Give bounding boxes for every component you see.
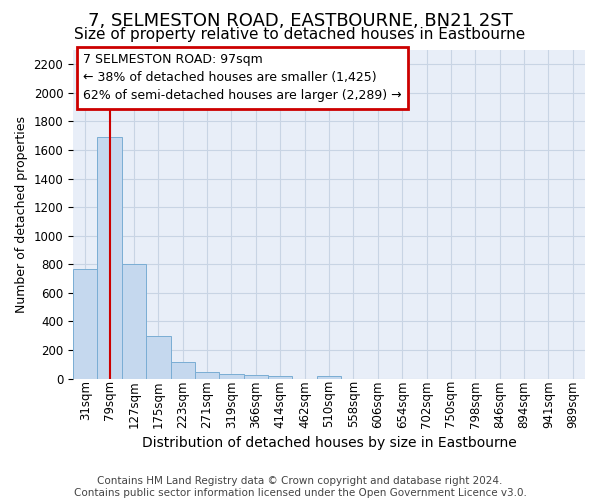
Bar <box>73 268 97 378</box>
Text: 7, SELMESTON ROAD, EASTBOURNE, BN21 2ST: 7, SELMESTON ROAD, EASTBOURNE, BN21 2ST <box>88 12 512 30</box>
Text: Contains HM Land Registry data © Crown copyright and database right 2024.
Contai: Contains HM Land Registry data © Crown c… <box>74 476 526 498</box>
Y-axis label: Number of detached properties: Number of detached properties <box>15 116 28 313</box>
Bar <box>220 374 244 378</box>
Bar <box>244 375 268 378</box>
Text: Size of property relative to detached houses in Eastbourne: Size of property relative to detached ho… <box>74 28 526 42</box>
Text: 7 SELMESTON ROAD: 97sqm
← 38% of detached houses are smaller (1,425)
62% of semi: 7 SELMESTON ROAD: 97sqm ← 38% of detache… <box>83 54 402 102</box>
Bar <box>97 137 122 378</box>
X-axis label: Distribution of detached houses by size in Eastbourne: Distribution of detached houses by size … <box>142 436 517 450</box>
Bar <box>122 264 146 378</box>
Bar <box>195 372 220 378</box>
Bar <box>170 362 195 378</box>
Bar <box>317 376 341 378</box>
Bar <box>268 376 292 378</box>
Bar <box>146 336 170 378</box>
